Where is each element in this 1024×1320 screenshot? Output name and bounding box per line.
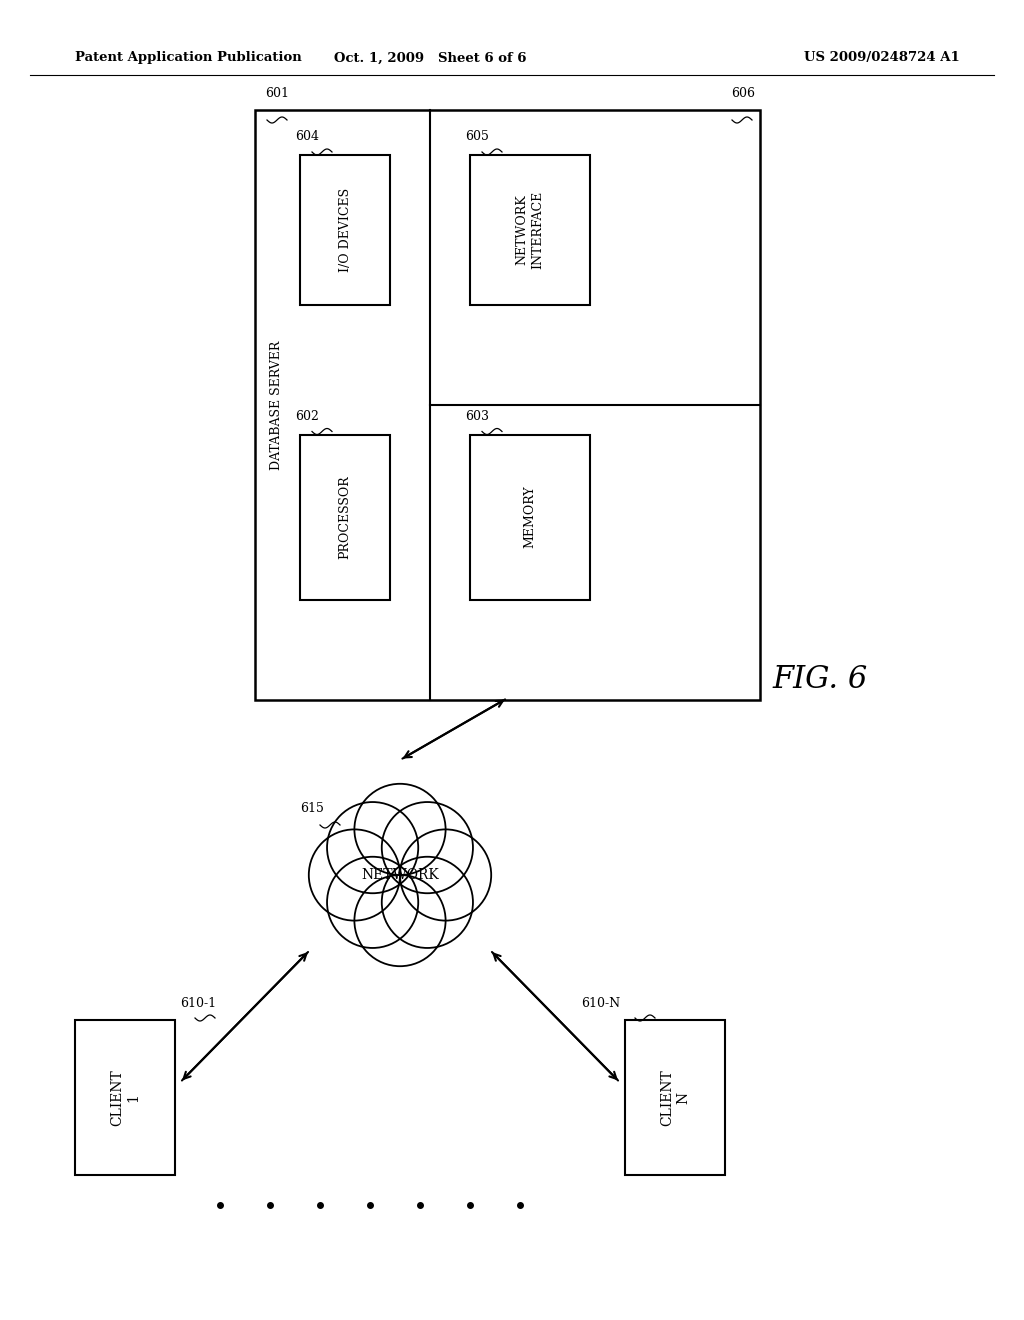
- Bar: [625, 1020, 725, 1175]
- Circle shape: [313, 788, 486, 961]
- Bar: [255, 110, 760, 700]
- Text: NETWORK
INTERFACE: NETWORK INTERFACE: [515, 191, 545, 269]
- Circle shape: [354, 875, 445, 966]
- Text: PROCESSOR: PROCESSOR: [339, 475, 351, 558]
- Text: US 2009/0248724 A1: US 2009/0248724 A1: [804, 51, 961, 65]
- Text: 601: 601: [265, 87, 289, 100]
- Text: 605: 605: [465, 129, 488, 143]
- Text: CLIENT
N: CLIENT N: [659, 1069, 690, 1126]
- Text: 604: 604: [295, 129, 319, 143]
- Text: MEMORY: MEMORY: [523, 486, 537, 548]
- Bar: [75, 1020, 175, 1175]
- Circle shape: [382, 803, 473, 894]
- Text: CLIENT
1: CLIENT 1: [110, 1069, 140, 1126]
- Text: DATABASE SERVER: DATABASE SERVER: [270, 341, 284, 470]
- Text: FIG. 6: FIG. 6: [772, 664, 867, 696]
- Text: 610-N: 610-N: [581, 997, 620, 1010]
- Text: 615: 615: [300, 803, 324, 814]
- Circle shape: [354, 784, 445, 875]
- Circle shape: [382, 857, 473, 948]
- Circle shape: [309, 829, 400, 920]
- Text: 603: 603: [465, 409, 489, 422]
- Circle shape: [400, 829, 492, 920]
- Text: 602: 602: [295, 409, 318, 422]
- Circle shape: [327, 803, 418, 894]
- Text: Oct. 1, 2009   Sheet 6 of 6: Oct. 1, 2009 Sheet 6 of 6: [334, 51, 526, 65]
- Circle shape: [327, 857, 418, 948]
- Text: 606: 606: [731, 87, 755, 100]
- Text: 610-1: 610-1: [180, 997, 216, 1010]
- Bar: [470, 154, 590, 305]
- Bar: [300, 434, 390, 599]
- Text: NETWORK: NETWORK: [361, 869, 439, 882]
- Text: I/O DEVICES: I/O DEVICES: [339, 187, 351, 272]
- Bar: [470, 434, 590, 599]
- Bar: [300, 154, 390, 305]
- Text: Patent Application Publication: Patent Application Publication: [75, 51, 302, 65]
